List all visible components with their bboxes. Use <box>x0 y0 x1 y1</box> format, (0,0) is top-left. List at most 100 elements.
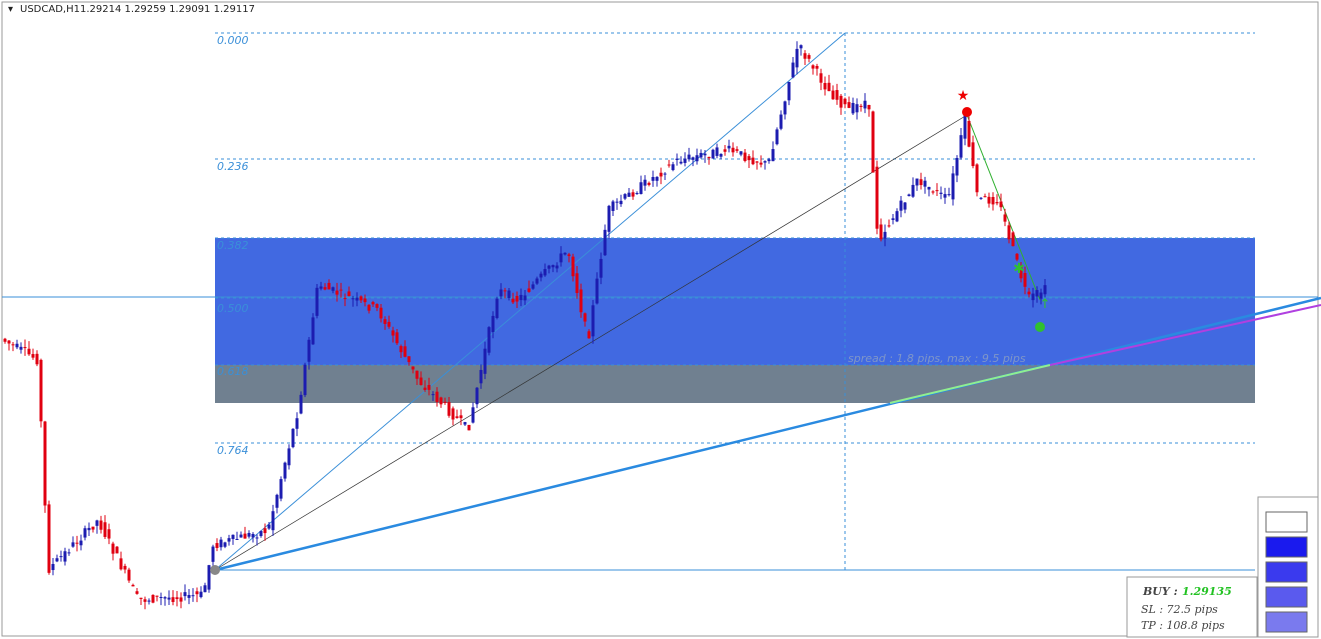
candle-body <box>279 479 283 499</box>
candle-body <box>635 193 639 195</box>
candle-body <box>827 82 831 92</box>
zone-blue <box>215 238 1255 365</box>
candle-body <box>135 591 139 594</box>
candle-body <box>251 534 255 538</box>
candle-body <box>835 90 839 100</box>
candle-body <box>863 100 867 109</box>
candle-body <box>615 201 619 203</box>
candle-body <box>47 504 51 573</box>
candle-body <box>783 101 787 115</box>
candle-body <box>751 157 755 165</box>
candle-body <box>351 298 355 300</box>
candle-body <box>931 191 935 193</box>
candle-body <box>739 151 743 155</box>
candle-body <box>347 291 351 297</box>
fib-label: 0.764 <box>217 444 249 457</box>
candle-body <box>235 538 239 540</box>
fib-label: 0.500 <box>217 302 249 315</box>
candle-body <box>799 45 803 49</box>
candle-body <box>307 339 311 362</box>
candle-body <box>15 343 19 348</box>
candle-body <box>503 290 507 292</box>
candle-body <box>195 591 199 595</box>
candle-body <box>787 82 791 101</box>
candle-body <box>19 346 23 350</box>
trend-line-thick <box>214 296 1321 572</box>
candle-body <box>335 290 339 295</box>
candle-body <box>247 532 251 537</box>
candle-body <box>971 142 975 167</box>
candle-body <box>767 159 771 162</box>
candle-body <box>571 256 575 277</box>
candle-body <box>275 494 279 508</box>
signal-line <box>966 114 1041 301</box>
buy-signal <box>1035 322 1045 332</box>
candle-body <box>663 173 667 175</box>
candle-body <box>927 186 931 190</box>
candle-body <box>419 377 423 386</box>
trend-segment <box>889 364 1051 404</box>
candle-body <box>651 176 655 181</box>
candle-body <box>415 370 419 379</box>
candle-body <box>107 529 111 539</box>
sell-signal <box>962 107 972 117</box>
candle-body <box>791 62 795 78</box>
candle-body <box>339 289 343 291</box>
candle-body <box>271 511 275 531</box>
swatch-button[interactable] <box>1265 511 1308 533</box>
candle-body <box>363 298 367 303</box>
candle-body <box>163 597 167 599</box>
candle-body <box>823 83 827 90</box>
candle-body <box>95 520 99 526</box>
candle-body <box>439 397 443 405</box>
candle-body <box>63 551 67 562</box>
candle-body <box>143 599 147 602</box>
candle-body <box>1039 292 1043 299</box>
candle-body <box>35 353 39 365</box>
symbol: USDCAD,H1 <box>20 4 80 15</box>
swatch-button[interactable] <box>1265 611 1308 633</box>
swatch-button[interactable] <box>1265 536 1308 558</box>
candle-body <box>611 201 615 211</box>
candle-body <box>855 104 859 113</box>
candle-body <box>359 296 363 301</box>
candle-body <box>715 147 719 156</box>
candle-body <box>11 344 15 346</box>
candle-body <box>499 289 503 297</box>
candle-body <box>915 178 919 186</box>
candle-body <box>1023 272 1027 287</box>
candle-body <box>843 98 847 105</box>
candle-body <box>395 332 399 344</box>
candle-body <box>155 595 159 597</box>
candle-body <box>575 273 579 294</box>
candle-body <box>831 90 835 100</box>
candle-body <box>355 297 359 301</box>
candle-body <box>179 597 183 602</box>
candle-body <box>379 307 383 319</box>
candle-body <box>327 282 331 290</box>
candle-body <box>591 305 595 337</box>
candle-body <box>623 194 627 199</box>
candle-body <box>687 154 691 160</box>
swatch-button[interactable] <box>1265 586 1308 608</box>
swatch-button[interactable] <box>1265 561 1308 583</box>
candle-body <box>199 591 203 598</box>
candle-body <box>3 338 7 342</box>
candle-body <box>435 391 439 402</box>
candle-body <box>207 565 211 590</box>
candle-body <box>847 102 851 108</box>
candle-body <box>203 585 207 593</box>
candle-body <box>463 422 467 425</box>
candle-body <box>755 161 759 163</box>
candle-body <box>383 319 387 324</box>
candle-body <box>539 273 543 278</box>
candle-body <box>963 115 967 139</box>
candle-body <box>703 153 707 156</box>
candle-body <box>483 348 487 374</box>
candle-body <box>43 421 47 506</box>
candle-body <box>175 597 179 600</box>
candle-body <box>911 184 915 197</box>
candle-body <box>263 528 267 534</box>
candle-body <box>935 190 939 192</box>
